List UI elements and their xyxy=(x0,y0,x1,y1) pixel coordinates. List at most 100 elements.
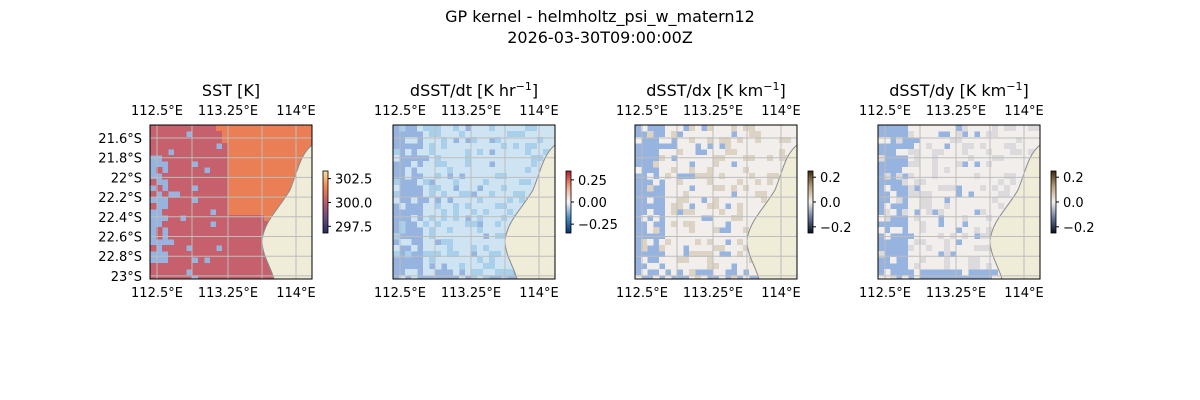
field-cell xyxy=(471,161,478,168)
field-cell xyxy=(471,185,478,192)
field-cell xyxy=(246,161,253,168)
field-cell xyxy=(525,185,532,192)
field-cell xyxy=(647,227,654,234)
field-cell xyxy=(884,215,891,222)
field-cell xyxy=(779,143,786,150)
field-cell xyxy=(950,131,957,138)
field-cell xyxy=(501,179,508,186)
field-cell xyxy=(150,149,157,156)
field-cell xyxy=(264,149,271,156)
field-cell xyxy=(216,227,223,234)
field-cell xyxy=(890,197,897,204)
field-cell xyxy=(192,263,199,270)
field-cell xyxy=(228,125,235,132)
field-cell xyxy=(513,161,520,168)
field-cell xyxy=(204,221,211,228)
field-cell xyxy=(240,137,247,144)
field-cell xyxy=(962,173,969,180)
field-cell xyxy=(258,161,265,168)
field-cell xyxy=(240,191,247,198)
field-cell xyxy=(519,125,526,132)
field-cell xyxy=(659,155,666,162)
field-cell xyxy=(423,191,430,198)
field-cell xyxy=(683,179,690,186)
field-cell xyxy=(507,137,514,144)
field-cell xyxy=(246,263,253,270)
field-cell xyxy=(399,239,406,246)
field-cell xyxy=(992,137,999,144)
field-cell xyxy=(447,215,454,222)
field-cell xyxy=(210,215,217,222)
field-cell xyxy=(417,149,424,156)
field-cell xyxy=(174,269,181,276)
field-cell xyxy=(677,137,684,144)
field-cell xyxy=(920,197,927,204)
field-cell xyxy=(483,149,490,156)
field-cell xyxy=(986,167,993,174)
field-cell xyxy=(1016,155,1023,162)
field-cell xyxy=(962,179,969,186)
field-cell xyxy=(914,125,921,132)
field-cell xyxy=(180,221,187,228)
field-cell xyxy=(1016,137,1023,144)
field-cell xyxy=(246,197,253,204)
field-cell xyxy=(707,161,714,168)
field-cell xyxy=(471,269,478,276)
field-cell xyxy=(920,239,927,246)
field-cell xyxy=(192,167,199,174)
field-cell xyxy=(896,197,903,204)
field-cell xyxy=(168,155,175,162)
field-cell xyxy=(150,269,157,276)
x-tick-label-top: 113.25°E xyxy=(683,104,743,119)
field-cell xyxy=(1010,155,1017,162)
field-cell xyxy=(495,197,502,204)
field-cell xyxy=(665,221,672,228)
field-cell xyxy=(938,203,945,210)
field-cell xyxy=(890,227,897,234)
field-cell xyxy=(216,239,223,246)
field-cell xyxy=(174,125,181,132)
field-cell xyxy=(695,197,702,204)
field-cell xyxy=(926,131,933,138)
field-cell xyxy=(671,203,678,210)
field-cell xyxy=(731,155,738,162)
y-tick-label: 22.4°S xyxy=(98,211,142,226)
field-cell xyxy=(204,215,211,222)
field-cell xyxy=(162,143,169,150)
field-cell xyxy=(956,221,963,228)
field-cell xyxy=(204,203,211,210)
field-cell xyxy=(761,185,768,192)
field-cell xyxy=(168,263,175,270)
field-cell xyxy=(926,137,933,144)
field-cell xyxy=(198,221,205,228)
field-cell xyxy=(222,227,229,234)
field-cell xyxy=(992,179,999,186)
field-cell xyxy=(216,137,223,144)
field-cell xyxy=(252,275,259,279)
field-cell xyxy=(228,275,235,279)
field-cell xyxy=(501,125,508,132)
field-cell xyxy=(501,197,508,204)
field-cell xyxy=(914,203,921,210)
field-cell xyxy=(252,161,259,168)
field-cell xyxy=(228,263,235,270)
field-cell xyxy=(950,257,957,264)
field-cell xyxy=(713,143,720,150)
field-cell xyxy=(932,137,939,144)
field-cell xyxy=(252,263,259,270)
field-cell xyxy=(1016,131,1023,138)
land-mass xyxy=(746,144,797,279)
field-cell xyxy=(435,221,442,228)
field-cell xyxy=(695,131,702,138)
field-cell xyxy=(471,155,478,162)
x-tick-label-top: 114°E xyxy=(276,104,316,119)
field-cell xyxy=(258,209,265,216)
field-cell xyxy=(180,239,187,246)
field-cell xyxy=(198,239,205,246)
field-cell xyxy=(198,167,205,174)
field-cell xyxy=(447,263,454,270)
field-cell xyxy=(186,149,193,156)
field-cell xyxy=(1022,125,1029,132)
field-cell xyxy=(294,143,301,150)
field-cell xyxy=(938,179,945,186)
